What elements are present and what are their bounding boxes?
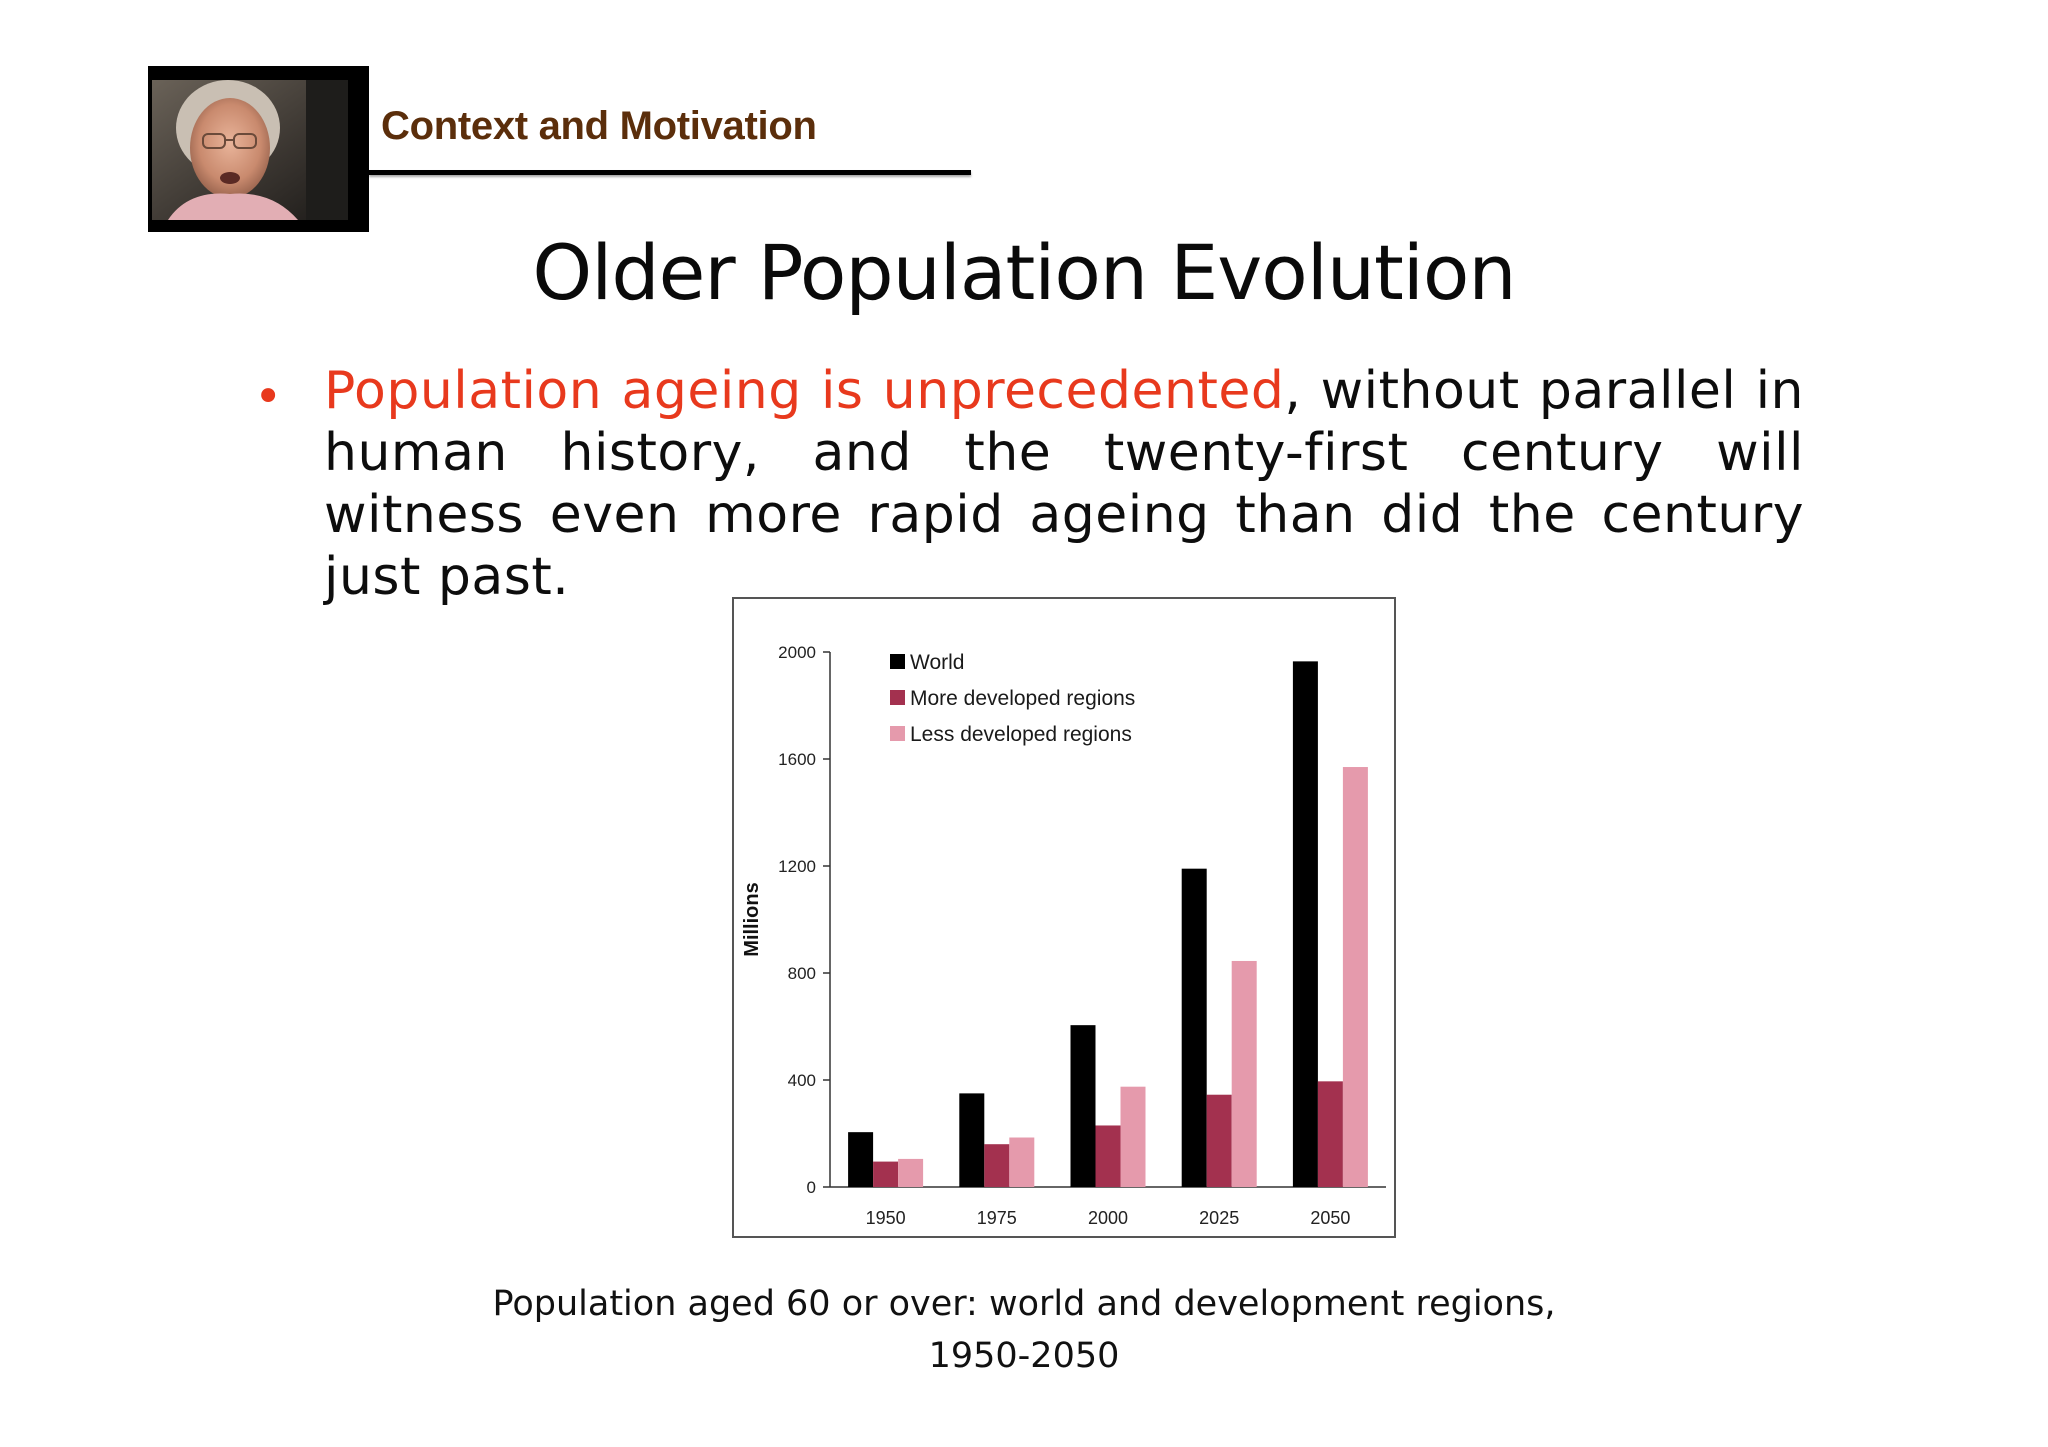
legend-swatch (890, 654, 905, 669)
legend-swatch (890, 690, 905, 705)
bar-2000-1 (1095, 1125, 1121, 1187)
y-tick-label: 800 (788, 964, 816, 983)
bullet-icon: • (254, 369, 283, 425)
bar-1975-0 (959, 1093, 985, 1187)
bar-2050-1 (1317, 1081, 1343, 1187)
section-label: Context and Motivation (381, 104, 817, 148)
portrait-icon (148, 66, 369, 232)
bar-1950-1 (873, 1161, 899, 1187)
x-tick-label: 2050 (1310, 1208, 1350, 1228)
x-tick-label: 2025 (1199, 1208, 1239, 1228)
legend-label: Less developed regions (910, 723, 1132, 746)
bar-chart: 0 400 800 1200 1600 2000 Millions 1950 1975 2000 2… (741, 643, 1386, 1228)
bullet-paragraph: Population ageing is unprecedented, with… (324, 360, 1804, 608)
section-divider (369, 170, 971, 175)
bar-2025-0 (1181, 868, 1207, 1187)
bar-2050-2 (1342, 767, 1368, 1187)
y-tick-label: 1600 (778, 750, 816, 769)
caption-line-2: 1950-2050 (928, 1336, 1120, 1376)
bar-1950-0 (848, 1132, 874, 1187)
x-tick-label: 2000 (1088, 1208, 1128, 1228)
y-tick-label: 0 (807, 1178, 816, 1197)
bar-1950-2 (898, 1158, 924, 1187)
slide-title: Older Population Evolution (532, 228, 1516, 317)
x-tick-label: 1950 (866, 1208, 906, 1228)
bullet-rest: , without parallel in human history, and… (324, 361, 1804, 607)
chart-caption: Population aged 60 or over: world and de… (0, 1278, 2048, 1382)
bar-2000-2 (1120, 1086, 1146, 1187)
legend-label: More developed regions (910, 687, 1135, 710)
bar-2025-2 (1231, 960, 1257, 1187)
slide-header: Context and Motivation (148, 66, 971, 232)
bar-1975-2 (1009, 1137, 1035, 1187)
elderly-woman-photo (148, 66, 369, 232)
bar-2050-0 (1292, 661, 1318, 1187)
bar-1975-1 (984, 1144, 1010, 1187)
bar-chart-frame: 0 400 800 1200 1600 2000 Millions 1950 1975 2000 2… (732, 597, 1396, 1238)
x-tick-label: 1975 (977, 1208, 1017, 1228)
legend-swatch (890, 726, 905, 741)
bar-2025-1 (1206, 1094, 1232, 1187)
y-axis-label: Millions (741, 882, 763, 956)
bar-2000-0 (1070, 1025, 1096, 1187)
y-tick-label: 400 (788, 1071, 816, 1090)
caption-line-1: Population aged 60 or over: world and de… (492, 1284, 1556, 1324)
y-tick-label: 2000 (778, 643, 816, 662)
y-tick-label: 1200 (778, 857, 816, 876)
legend-label: World (910, 651, 964, 674)
bullet-highlight: Population ageing is unprecedented (324, 361, 1285, 421)
